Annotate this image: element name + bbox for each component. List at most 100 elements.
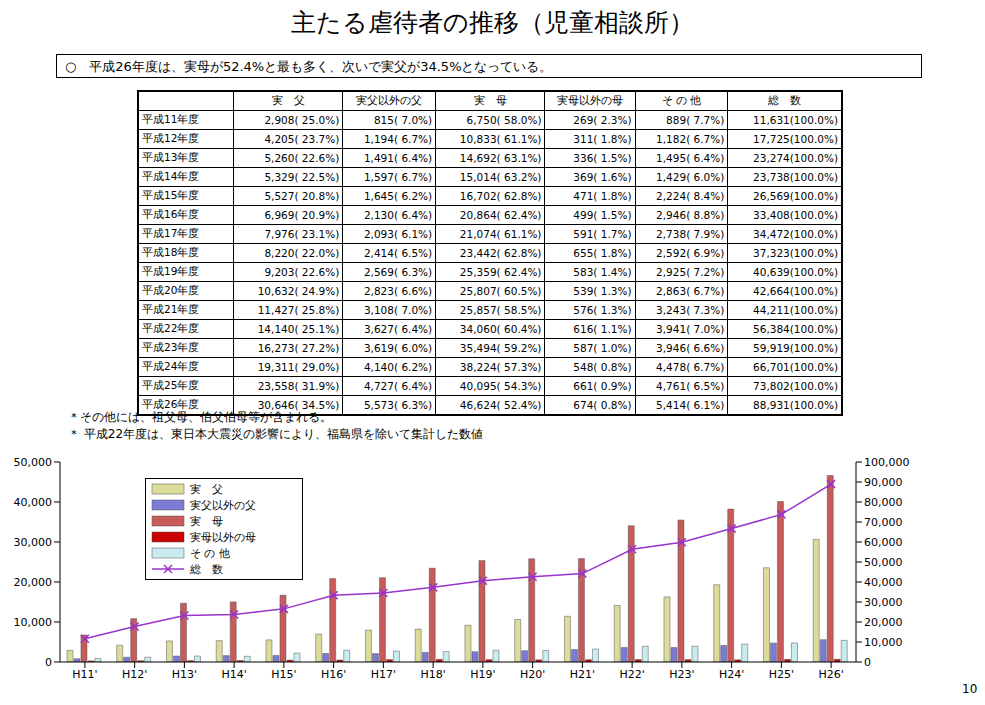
html-text:1,491( 6.4%): 1,491( 6.4%) [363, 152, 433, 164]
html-text:○ 平成26年度は、実母が52.4%と最も多く、次いで実父が: ○ 平成26年度は、実母が52.4%と最も多く、次いで実父が34.5%となってい… [65, 59, 553, 74]
html-text:311( 1.8%): 311( 1.8%) [573, 133, 632, 145]
html-text:平成11年度: 平成11年度 [142, 113, 200, 125]
html-text:平成18年度: 平成18年度 [142, 246, 200, 258]
html-text:実父以外の父: 実父以外の父 [356, 94, 423, 106]
svg-text:H19': H19' [470, 668, 495, 681]
html-text:6,969( 20.9%): 6,969( 20.9%) [264, 209, 340, 221]
svg-text:H25': H25' [769, 668, 794, 681]
svg-text:20,000: 20,000 [864, 616, 903, 629]
html-text:平成16年度: 平成16年度 [142, 208, 200, 220]
svg-text:H11': H11' [72, 668, 97, 681]
html-text:2,908( 25.0%): 2,908( 25.0%) [264, 114, 340, 126]
html-text:1,645( 6.2%): 1,645( 6.2%) [363, 190, 433, 202]
svg-text:H18': H18' [420, 668, 445, 681]
html-text:4,205( 23.7%): 4,205( 23.7%) [264, 133, 340, 145]
html-text:＊ 平成22年度は、東日本大震災の影響により、福島県を除いて: ＊ 平成22年度は、東日本大震災の影響により、福島県を除いて集計した数値 [68, 427, 484, 441]
svg-text:60,000: 60,000 [864, 536, 903, 549]
html-text:815( 7.0%): 815( 7.0%) [373, 114, 433, 126]
html-text:591( 1.7%): 591( 1.7%) [573, 228, 632, 240]
svg-text:H20': H20' [520, 668, 545, 681]
html-text:369( 1.6%): 369( 1.6%) [573, 171, 632, 183]
svg-text:H22': H22' [619, 668, 644, 681]
html-text:1,597( 6.7%): 1,597( 6.7%) [363, 171, 433, 183]
svg-text:40,000: 40,000 [14, 496, 53, 509]
html-text:2,946( 8.8%): 2,946( 8.8%) [656, 209, 725, 221]
html-text:実 母: 実 母 [190, 514, 223, 528]
svg-text:80,000: 80,000 [864, 496, 903, 509]
html-text:そ の 他: そ の 他 [661, 94, 702, 106]
html-text:1,194( 6.7%): 1,194( 6.7%) [363, 133, 433, 145]
html-text:2,224( 8.4%): 2,224( 8.4%) [656, 190, 725, 202]
html-text:そ の 他: そ の 他 [190, 546, 230, 560]
html-text:実 父: 実 父 [190, 482, 223, 496]
html-text:＊その他には、祖父母、伯父伯母等が含まれる。: ＊その他には、祖父母、伯父伯母等が含まれる。 [68, 410, 332, 424]
html-text:平成15年度: 平成15年度 [142, 189, 200, 201]
html-text:1,182( 6.7%): 1,182( 6.7%) [656, 133, 725, 145]
svg-text:H14': H14' [221, 668, 246, 681]
svg-text:H26': H26' [818, 668, 843, 681]
html-text:2,093( 6.1%): 2,093( 6.1%) [363, 228, 433, 240]
html-text:499( 1.5%): 499( 1.5%) [573, 209, 632, 221]
svg-text:H15': H15' [271, 668, 296, 681]
html-text:平成12年度: 平成12年度 [142, 132, 200, 144]
html-text:5,260( 22.6%): 5,260( 22.6%) [264, 152, 340, 164]
html-text:主たる虐待者の推移（児童相談所）: 主たる虐待者の推移（児童相談所） [291, 8, 694, 37]
html-text:26,569(100.0%): 26,569(100.0%) [753, 190, 838, 202]
html-text:5,329( 22.5%): 5,329( 22.5%) [264, 171, 340, 183]
svg-text:H16': H16' [321, 668, 346, 681]
svg-text:40,000: 40,000 [864, 576, 903, 589]
svg-text:10,000: 10,000 [864, 636, 903, 649]
svg-text:H23': H23' [669, 668, 694, 681]
html-text:実 母: 実 母 [473, 94, 507, 106]
html-text:総 数: 総 数 [190, 562, 223, 576]
html-text:1,495( 6.4%): 1,495( 6.4%) [656, 152, 725, 164]
html-text:平成17年度: 平成17年度 [142, 227, 200, 239]
html-text:33,408(100.0%): 33,408(100.0%) [753, 209, 838, 221]
svg-text:30,000: 30,000 [864, 596, 903, 609]
html-text:平成13年度: 平成13年度 [142, 151, 200, 163]
html-text:21,074( 61.1%): 21,074( 61.1%) [459, 228, 542, 240]
html-text:14,692( 63.1%): 14,692( 63.1%) [459, 152, 542, 164]
html-text:34,472(100.0%): 34,472(100.0%) [753, 228, 838, 240]
html-text:269( 2.3%): 269( 2.3%) [573, 114, 632, 126]
html-text:23,738(100.0%): 23,738(100.0%) [753, 171, 838, 183]
html-text:2,130( 6.4%): 2,130( 6.4%) [363, 209, 433, 221]
svg-text:H13': H13' [172, 668, 197, 681]
html-text:889( 7.7%): 889( 7.7%) [666, 114, 725, 126]
svg-text:90,000: 90,000 [864, 476, 903, 489]
html-text:実母以外の母: 実母以外の母 [190, 530, 256, 544]
html-text:2,738( 7.9%): 2,738( 7.9%) [656, 228, 725, 240]
html-text:6,750( 58.0%): 6,750( 58.0%) [466, 114, 542, 126]
svg-text:0: 0 [864, 656, 871, 669]
html-text:16,702( 62.8%): 16,702( 62.8%) [459, 190, 542, 202]
html-text:23,274(100.0%): 23,274(100.0%) [753, 152, 838, 164]
html-text:11,631(100.0%): 11,631(100.0%) [753, 114, 838, 126]
html-text:平成14年度: 平成14年度 [142, 170, 200, 182]
svg-text:50,000: 50,000 [14, 456, 53, 469]
html-text:10: 10 [962, 682, 978, 696]
svg-text:0: 0 [45, 656, 52, 669]
html-text:実母以外の母: 実母以外の母 [557, 94, 623, 106]
svg-text:30,000: 30,000 [14, 536, 53, 549]
html-text:471( 1.8%): 471( 1.8%) [573, 190, 632, 202]
html-text:5,527( 20.8%): 5,527( 20.8%) [264, 190, 340, 202]
html-text:336( 1.5%): 336( 1.5%) [573, 152, 632, 164]
svg-text:10,000: 10,000 [14, 616, 53, 629]
svg-text:70,000: 70,000 [864, 516, 903, 529]
svg-text:50,000: 50,000 [864, 556, 903, 569]
html-text:15,014( 63.2%): 15,014( 63.2%) [459, 171, 542, 183]
html-text:20,864( 62.4%): 20,864( 62.4%) [459, 209, 542, 221]
svg-text:H17': H17' [371, 668, 396, 681]
svg-text:H21': H21' [570, 668, 595, 681]
html-text:実父以外の父: 実父以外の父 [190, 498, 256, 512]
html-text:実 父: 実 父 [271, 94, 305, 106]
html-text:総 数: 総 数 [768, 94, 802, 106]
svg-text:H24': H24' [719, 668, 744, 681]
svg-text:100,000: 100,000 [864, 456, 910, 469]
html-text:1,429( 6.0%): 1,429( 6.0%) [656, 171, 725, 183]
html-text:17,725(100.0%): 17,725(100.0%) [753, 133, 838, 145]
svg-text:20,000: 20,000 [14, 576, 53, 589]
html-text:10,833( 61.1%): 10,833( 61.1%) [459, 133, 542, 145]
svg-text:H12': H12' [122, 668, 147, 681]
html-text:7,976( 23.1%): 7,976( 23.1%) [264, 228, 340, 240]
